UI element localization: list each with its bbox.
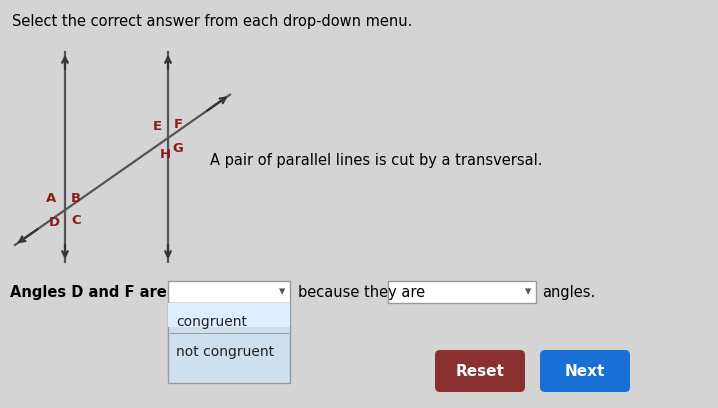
FancyBboxPatch shape	[388, 281, 536, 303]
Text: Angles D and F are: Angles D and F are	[10, 284, 167, 299]
Text: congruent: congruent	[176, 315, 247, 329]
Text: A: A	[46, 193, 56, 206]
FancyBboxPatch shape	[168, 303, 290, 327]
FancyBboxPatch shape	[540, 350, 630, 392]
FancyBboxPatch shape	[435, 350, 525, 392]
Text: ▾: ▾	[525, 286, 531, 299]
Text: Reset: Reset	[455, 364, 505, 379]
Text: because they are: because they are	[298, 284, 425, 299]
Text: not congruent: not congruent	[176, 345, 274, 359]
Text: C: C	[71, 215, 81, 228]
Text: B: B	[71, 193, 81, 206]
FancyBboxPatch shape	[168, 281, 290, 303]
FancyBboxPatch shape	[168, 303, 290, 383]
Text: D: D	[48, 217, 60, 229]
Text: Select the correct answer from each drop-down menu.: Select the correct answer from each drop…	[12, 14, 412, 29]
Text: F: F	[174, 118, 182, 131]
Text: angles.: angles.	[542, 284, 595, 299]
Text: Next: Next	[565, 364, 605, 379]
Text: G: G	[172, 142, 183, 155]
Text: ▾: ▾	[279, 286, 285, 299]
Text: H: H	[159, 148, 171, 160]
Text: E: E	[152, 120, 162, 133]
Text: A pair of parallel lines is cut by a transversal.: A pair of parallel lines is cut by a tra…	[210, 153, 543, 168]
